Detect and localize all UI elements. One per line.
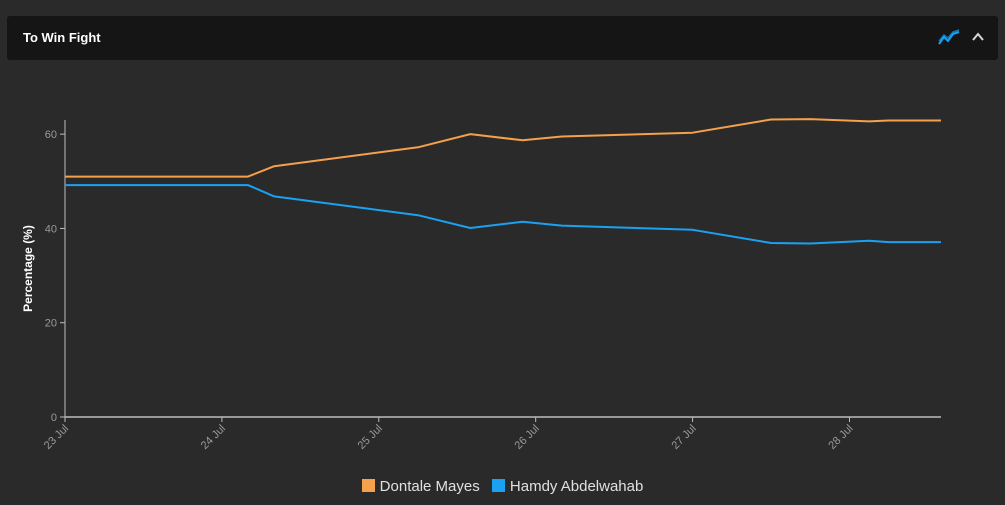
- series-line-1[interactable]: [65, 184, 941, 245]
- legend-item-dontale-mayes[interactable]: Dontale Mayes: [361, 478, 480, 495]
- x-tick-label: 25 Jul: [356, 423, 385, 452]
- x-tick-label: 28 Jul: [826, 423, 855, 452]
- x-axis-ticks: 23 Jul 24 Jul 25 Jul 26 Jul 27 Jul 28 Jul: [42, 417, 856, 452]
- x-tick-label: 26 Jul: [513, 423, 542, 452]
- y-axis-label: Percentage (%): [21, 225, 35, 312]
- x-tick-label: 24 Jul: [199, 423, 228, 452]
- y-tick-label: 60: [45, 129, 57, 141]
- x-tick-label: 27 Jul: [669, 423, 698, 452]
- panel-header: To Win Fight: [7, 16, 998, 60]
- series-lines: [65, 118, 941, 245]
- line-chart-icon[interactable]: [938, 29, 960, 47]
- legend-swatch: [491, 479, 505, 492]
- legend-item-hamdy-abdelwahab[interactable]: Hamdy Abdelwahab: [491, 478, 644, 495]
- chevron-up-icon[interactable]: [970, 30, 986, 44]
- y-axis-ticks: 0 20 40 60: [45, 129, 65, 424]
- x-tick-label: 23 Jul: [42, 423, 71, 452]
- y-tick-label: 40: [45, 223, 57, 235]
- y-tick-label: 20: [45, 318, 57, 330]
- series-line-0[interactable]: [65, 118, 941, 178]
- legend-label: Dontale Mayes: [379, 478, 480, 495]
- panel-title: To Win Fight: [23, 30, 101, 45]
- legend: Dontale Mayes Hamdy Abdelwahab: [0, 478, 1005, 495]
- legend-label: Hamdy Abdelwahab: [509, 478, 644, 495]
- y-tick-label: 0: [51, 412, 57, 424]
- line-chart: 0 20 40 60 23 Jul 24 Jul 25 Jul 26 Jul 27 Jul 28…: [21, 118, 941, 452]
- legend-swatch: [361, 479, 375, 492]
